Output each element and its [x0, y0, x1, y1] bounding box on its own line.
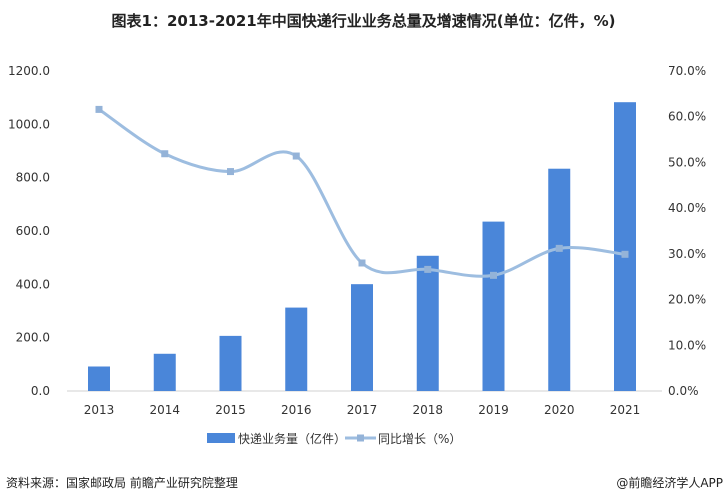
left-tick-label: 400.0 — [16, 277, 50, 291]
bar — [285, 307, 308, 391]
bar — [548, 168, 571, 391]
growth-marker — [95, 105, 103, 113]
bar — [88, 366, 110, 391]
left-tick-label: 1200.0 — [8, 64, 50, 78]
bar — [153, 353, 176, 391]
chart-title: 图表1：2013-2021年中国快递行业业务总量及增速情况(单位：亿件，%) — [111, 12, 616, 30]
growth-marker — [227, 168, 234, 176]
growth-marker — [555, 244, 563, 252]
bar — [416, 255, 439, 391]
x-tick-label: 2015 — [215, 403, 246, 417]
right-tick-label: 50.0% — [668, 155, 706, 169]
bar — [351, 284, 373, 391]
growth-marker — [621, 250, 629, 258]
bar — [614, 102, 636, 391]
bar — [219, 335, 242, 391]
right-tick-label: 10.0% — [668, 338, 706, 352]
growth-marker — [292, 152, 300, 160]
right-tick-label: 0.0% — [668, 384, 699, 398]
x-tick-label: 2017 — [347, 403, 378, 417]
left-tick-label: 0.0 — [31, 384, 50, 398]
right-tick-label: 40.0% — [668, 201, 706, 215]
growth-marker — [358, 259, 366, 267]
legend-bar-swatch — [207, 433, 235, 443]
right-tick-label: 20.0% — [668, 293, 706, 307]
x-tick-label: 2014 — [149, 403, 180, 417]
left-tick-label: 200.0 — [16, 331, 50, 345]
legend-bar-label: 快递业务量（亿件） — [238, 431, 346, 446]
right-tick-label: 30.0% — [668, 247, 706, 261]
x-tick-label: 2020 — [544, 403, 575, 417]
bar — [482, 221, 505, 391]
x-tick-label: 2021 — [610, 403, 641, 417]
right-tick-label: 60.0% — [668, 110, 706, 124]
x-tick-label: 2016 — [281, 403, 312, 417]
x-tick-label: 2013 — [84, 403, 115, 417]
credit-note: @前瞻经济学人APP — [616, 476, 723, 490]
growth-marker — [161, 150, 169, 158]
growth-marker — [424, 265, 432, 273]
left-tick-label: 1000.0 — [8, 117, 50, 131]
legend-line-label: 同比增长（%） — [378, 432, 461, 446]
source-note: 资料来源：国家邮政局 前瞻产业研究院整理 — [6, 476, 238, 490]
left-tick-label: 600.0 — [16, 224, 50, 238]
left-tick-label: 800.0 — [16, 171, 50, 185]
legend-line-marker — [357, 434, 364, 442]
growth-line — [98, 108, 626, 278]
x-tick-label: 2018 — [412, 403, 443, 417]
x-tick-label: 2019 — [478, 403, 509, 417]
right-tick-label: 70.0% — [668, 64, 706, 78]
growth-marker — [490, 271, 497, 279]
